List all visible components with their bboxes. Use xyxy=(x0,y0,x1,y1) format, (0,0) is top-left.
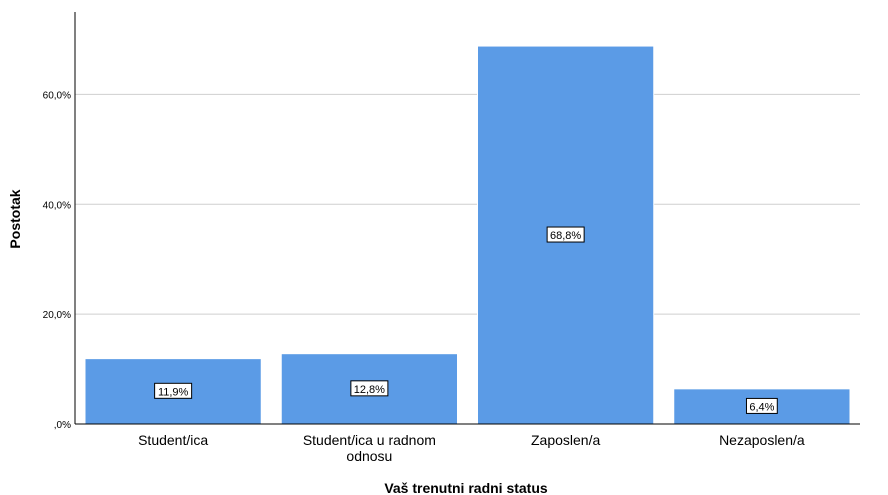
data-label-box xyxy=(745,397,778,414)
data-label: 6,4% xyxy=(749,401,774,413)
bars xyxy=(84,45,851,425)
x-category-label: Student/ica xyxy=(138,432,208,448)
x-category-label: Student/ica u radnom odnosu xyxy=(303,432,436,464)
data-label: 68,8% xyxy=(550,230,581,242)
x-category-label-line: Zaposlen/a xyxy=(531,432,600,448)
data-label-box xyxy=(154,382,193,399)
x-category-labels: Student/ica Student/ica u radnom odnosu Zap… xyxy=(138,432,805,464)
data-label-box xyxy=(546,226,585,243)
gridlines xyxy=(75,93,860,315)
x-category-label: Nezaposlen/a xyxy=(719,432,805,448)
x-category-label-line: odnosu xyxy=(346,448,392,464)
x-category-label-line: Nezaposlen/a xyxy=(719,432,805,448)
x-category-label-line: Student/ica u radnom xyxy=(303,432,436,448)
y-axis-title: Postotak xyxy=(7,189,23,248)
x-category-label: Zaposlen/a xyxy=(531,432,600,448)
y-tick-label: 60,0% xyxy=(43,90,71,101)
y-tick-label: ,0% xyxy=(54,420,71,431)
x-axis-title: Vaš trenutni radni status xyxy=(384,480,548,495)
data-label: 12,8% xyxy=(354,384,385,396)
y-tick-labels: ,0% 20,0% 40,0% 60,0% xyxy=(43,90,71,431)
x-category-label-line: Student/ica xyxy=(138,432,208,448)
data-labels: 11,9% 12,8% 68,8% 6,4% xyxy=(154,226,778,414)
data-label-box xyxy=(350,380,389,397)
data-label: 11,9% xyxy=(158,386,189,398)
y-tick-label: 20,0% xyxy=(43,310,71,321)
y-tick-label: 40,0% xyxy=(43,200,71,211)
